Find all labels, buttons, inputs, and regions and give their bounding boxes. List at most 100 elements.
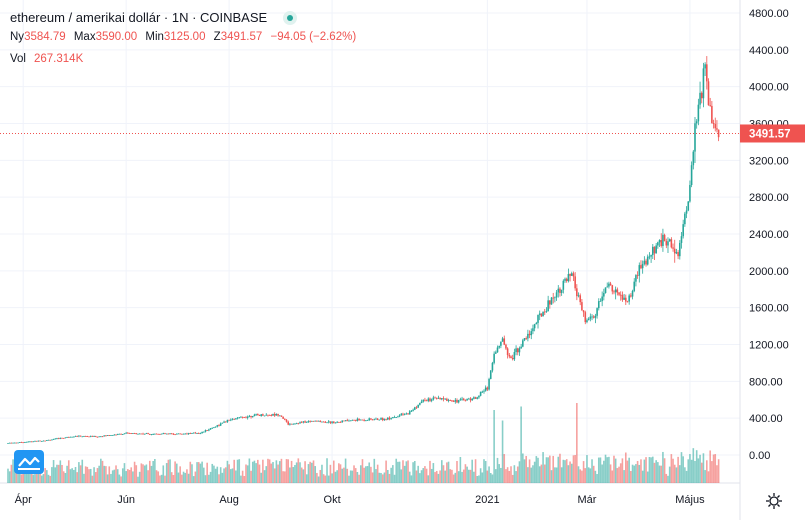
candle-body [665, 241, 668, 246]
volume-bar [121, 468, 124, 483]
volume-bar [584, 468, 587, 483]
candle-body [211, 427, 214, 429]
candle-body [511, 358, 514, 360]
volume-bar [277, 464, 279, 483]
volume-bar [646, 471, 649, 483]
candle-body [295, 423, 298, 425]
candle-body [262, 414, 264, 416]
volume-bar [606, 457, 609, 483]
volume-bar [538, 466, 541, 483]
volume-bar [40, 475, 43, 483]
volume-bar [398, 461, 401, 483]
volume-bar [223, 468, 225, 483]
candle-body [138, 433, 141, 435]
candle-body [660, 240, 663, 246]
candle-body [214, 426, 217, 428]
volume-bar [270, 463, 273, 483]
y-tick-label: 0.00 [749, 450, 770, 462]
volume-bar [287, 459, 289, 483]
candle-body [226, 419, 229, 423]
candle-body [47, 439, 50, 441]
y-tick-label: 4400.00 [749, 45, 789, 57]
x-tick-label: Már [577, 494, 596, 506]
candle-body [491, 362, 494, 371]
volume-bar [638, 464, 641, 483]
candle-body [189, 433, 192, 434]
volume-bar [522, 453, 524, 483]
candle-body [594, 315, 597, 318]
candle-body [111, 435, 114, 436]
volume-bar [641, 470, 644, 483]
volume-bar [167, 459, 170, 483]
x-tick-label: Jún [117, 494, 135, 506]
candle-body [263, 415, 266, 417]
volume-bar [668, 466, 671, 483]
candle-body [569, 274, 571, 276]
candle-body [567, 274, 570, 282]
volume-bar [565, 459, 568, 483]
volume-bar [429, 460, 431, 483]
volume-bar [59, 460, 62, 483]
candle-body [425, 400, 428, 402]
candle-body [351, 419, 354, 421]
candle-body [69, 436, 72, 438]
volume-bar [619, 463, 622, 483]
candle-body [13, 442, 16, 444]
tradingview-logo-icon[interactable] [14, 450, 44, 474]
volume-bar [489, 473, 492, 483]
candle-body [203, 431, 205, 433]
volume-bar [378, 472, 381, 483]
candle-body [30, 441, 33, 443]
candle-body [253, 414, 256, 417]
candle-body [515, 348, 517, 353]
candle-body [501, 338, 504, 342]
gear-icon[interactable] [761, 489, 787, 513]
volume-bar [127, 469, 129, 483]
volume-bar [300, 467, 303, 483]
candle-body [236, 417, 239, 419]
candle-body [218, 425, 220, 426]
volume-bar [353, 465, 355, 483]
volume-bar [543, 464, 546, 483]
volume-bar [702, 453, 705, 483]
candle-body [270, 415, 273, 417]
candle-body [240, 416, 242, 418]
volume-bar [530, 467, 533, 483]
candle-body [383, 418, 386, 421]
volume-bar [385, 460, 387, 483]
volume-bar [714, 454, 717, 483]
volume-bar [351, 470, 354, 483]
candle-body [413, 407, 416, 410]
candle-body [157, 433, 160, 435]
candle-body [505, 344, 507, 349]
candle-body [290, 423, 293, 425]
candle-body [408, 411, 411, 415]
candle-body [532, 328, 534, 332]
candle-body [98, 436, 100, 438]
volume-bar [439, 470, 441, 483]
volume-bar [412, 462, 414, 483]
volume-bar [712, 454, 715, 483]
candle-body [74, 435, 77, 437]
volume-bar [608, 456, 610, 483]
candle-body [557, 288, 560, 293]
market-status-icon[interactable] [283, 10, 298, 25]
candle-body [390, 418, 392, 420]
volume-bar [273, 468, 276, 483]
volume-bar [71, 468, 73, 483]
volume-bar [454, 472, 457, 483]
candle-body [24, 442, 26, 443]
volume-bar [559, 453, 561, 483]
candle-body [246, 416, 249, 418]
volume-bar [554, 467, 556, 483]
candle-body [435, 398, 438, 399]
volume-bar [601, 464, 603, 483]
candle-body [235, 418, 237, 420]
candle-body [84, 436, 87, 437]
volume-bar [407, 460, 409, 483]
candle-body [542, 311, 544, 317]
volume-bar [19, 468, 21, 483]
volume-bar [631, 464, 634, 483]
